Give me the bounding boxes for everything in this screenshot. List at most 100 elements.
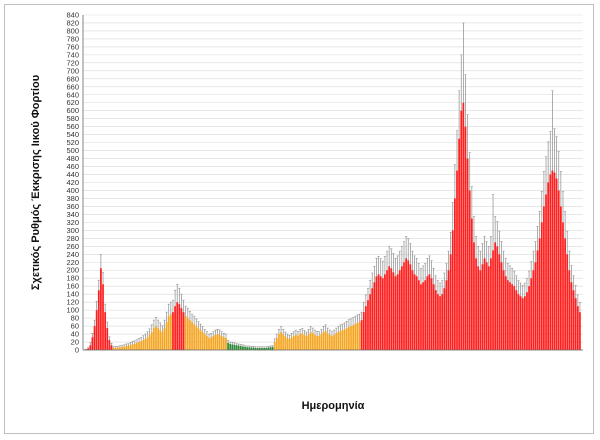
- x-axis-label: Ημερομηνία: [302, 400, 365, 412]
- y-tick-label: 720: [66, 58, 79, 67]
- bar: [167, 316, 170, 350]
- y-tick-label: 340: [66, 210, 79, 219]
- bar: [275, 338, 278, 350]
- bar: [367, 300, 369, 350]
- y-tick-label: 840: [66, 11, 79, 20]
- bar: [114, 347, 117, 350]
- bars: [85, 102, 581, 351]
- bar: [116, 347, 119, 350]
- bar: [339, 330, 342, 350]
- y-tick-label: 60: [71, 322, 79, 331]
- bar: [441, 294, 444, 350]
- y-tick-label: 680: [66, 74, 79, 83]
- bar: [104, 312, 107, 350]
- bar: [244, 346, 246, 350]
- bar: [91, 337, 94, 350]
- bar: [473, 242, 475, 350]
- bar: [570, 282, 573, 350]
- bar: [229, 344, 232, 350]
- y-tick-label: 20: [71, 338, 79, 347]
- bar: [182, 312, 185, 350]
- y-tick-labels: 0204060801001201401601802002202402602803…: [66, 11, 79, 355]
- bar: [540, 222, 543, 350]
- bar: [513, 286, 516, 350]
- bar: [193, 324, 196, 350]
- bar: [261, 348, 263, 350]
- bar: [144, 338, 147, 350]
- bar: [428, 274, 431, 350]
- bar: [237, 345, 240, 350]
- bar: [295, 334, 297, 350]
- bar: [487, 266, 490, 350]
- bar: [210, 337, 212, 350]
- bar: [288, 338, 291, 350]
- y-tick-label: 580: [66, 114, 79, 123]
- bar: [422, 282, 424, 350]
- y-tick-label: 320: [66, 218, 79, 227]
- bar: [498, 254, 501, 350]
- bar: [121, 346, 123, 350]
- bar: [373, 282, 376, 350]
- bar: [324, 330, 327, 350]
- y-tick-label: 140: [66, 290, 79, 299]
- bar: [227, 342, 229, 350]
- bar: [133, 343, 136, 350]
- bar: [364, 306, 367, 350]
- bar: [479, 270, 482, 350]
- y-tick-label: 0: [75, 346, 79, 355]
- bar: [574, 298, 577, 350]
- y-tick-label: 300: [66, 226, 79, 235]
- bar: [443, 288, 446, 350]
- bar: [246, 347, 249, 350]
- bar: [322, 332, 325, 350]
- bar: [454, 198, 456, 350]
- bar: [157, 328, 159, 350]
- bar: [405, 258, 407, 350]
- bar: [180, 308, 183, 350]
- bar: [507, 280, 509, 350]
- y-tick-label: 760: [66, 42, 79, 51]
- bar: [95, 310, 98, 350]
- bar: [396, 274, 399, 350]
- y-tick-label: 280: [66, 234, 79, 243]
- bar: [225, 338, 227, 350]
- bar: [354, 324, 357, 350]
- bar: [148, 334, 151, 350]
- bar: [464, 126, 467, 351]
- bar: [280, 332, 282, 350]
- bar: [350, 326, 352, 350]
- bar: [309, 332, 312, 350]
- bar: [458, 138, 460, 350]
- bar: [417, 280, 420, 350]
- y-tick-label: 480: [66, 154, 79, 163]
- y-tick-label: 380: [66, 194, 79, 203]
- bar: [449, 254, 452, 350]
- bar: [197, 328, 200, 350]
- chart-frame: 0 20 40 60 80 100 120 140 160 180 200 220 240 260 280 3…: [4, 4, 594, 434]
- bar: [108, 340, 111, 350]
- bar: [360, 320, 363, 350]
- bar: [284, 336, 287, 350]
- bar: [328, 334, 331, 350]
- bar: [426, 276, 429, 350]
- bar: [381, 278, 384, 350]
- y-tick-label: 780: [66, 34, 79, 43]
- bar: [189, 320, 191, 350]
- y-tick-label: 540: [66, 130, 79, 139]
- bar: [424, 280, 427, 350]
- bar: [125, 346, 128, 350]
- bar: [290, 337, 293, 350]
- bar: [549, 174, 552, 350]
- bar: [568, 270, 571, 350]
- bar: [456, 170, 458, 350]
- bar: [212, 336, 215, 350]
- bar: [165, 322, 168, 350]
- bar: [492, 250, 494, 350]
- bar: [242, 346, 244, 350]
- bar: [409, 264, 412, 350]
- bar: [475, 258, 477, 350]
- y-tick-label: 360: [66, 202, 79, 211]
- bar: [564, 238, 566, 350]
- y-tick-label: 220: [66, 258, 79, 267]
- bar: [420, 284, 422, 350]
